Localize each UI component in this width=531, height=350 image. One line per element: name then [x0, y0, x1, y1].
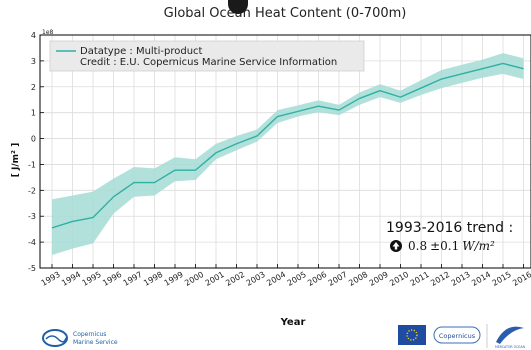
- mercator-swoosh-icon: [496, 326, 524, 344]
- copernicus-logo-badge: [433, 326, 481, 344]
- legend-entry-datatype: Datatype : Multi-product: [80, 46, 203, 57]
- series-line: [51, 62, 524, 229]
- y-tick-label: -2: [28, 186, 36, 195]
- x-axis-label: Year: [280, 317, 306, 328]
- logo-line1: Copernicus: [73, 331, 106, 338]
- x-tick-label: 1994: [60, 270, 82, 288]
- x-tick-label: 2014: [470, 270, 492, 288]
- x-tick-label: 2001: [204, 270, 226, 288]
- x-tick-label: 1997: [122, 270, 144, 288]
- trend-annotation: 1993-2016 trend : 0.8 ±0.1 W/m²: [386, 220, 513, 253]
- marine-wave-icon: [42, 329, 68, 347]
- plot-frame: [39, 34, 531, 269]
- uncertainty-band-layer: [52, 53, 524, 256]
- legend-box: [49, 40, 365, 72]
- x-tick-label: 2013: [450, 270, 472, 288]
- y-tick-label: -1: [28, 160, 36, 169]
- y-tick-label: -5: [28, 264, 36, 273]
- x-tick-label: 1999: [163, 270, 185, 288]
- x-tick-label: 2016: [511, 270, 531, 288]
- x-tick-label: 2008: [347, 270, 369, 288]
- x-tick-label: 2011: [409, 270, 431, 288]
- legend-entry-credit: Credit : E.U. Copernicus Marine Service …: [80, 57, 337, 68]
- chart-title: Global Ocean Heat Content (0-700m): [164, 6, 407, 21]
- x-tick-label: 2002: [224, 270, 246, 288]
- y-tick-label: -3: [28, 212, 36, 221]
- up-arrow-glyph: [392, 242, 400, 250]
- y-tick-label: 2: [31, 83, 36, 92]
- x-tick-label: 1993: [40, 270, 62, 288]
- x-tick-label: 1995: [81, 270, 103, 288]
- trend-title: 1993-2016 trend :: [386, 220, 513, 236]
- x-tick-label: 2005: [286, 270, 308, 288]
- y-axis-label: [ J/m² ]: [11, 143, 21, 177]
- top-marker: [228, 0, 248, 14]
- y-tick-label: 4: [31, 31, 36, 40]
- y-tick-label: 3: [31, 57, 36, 66]
- copernicus-marine-logo: Copernicus Marine Service: [42, 329, 118, 347]
- trend-value: 0.8: [408, 239, 427, 253]
- partner-logos: Copernicus MERCATOR OCEAN: [398, 324, 526, 349]
- x-tick-label: 2012: [429, 270, 451, 288]
- x-tick-label: 2006: [306, 270, 328, 288]
- x-tick-label: 2003: [245, 270, 267, 288]
- trend-pm: ±0.1: [430, 239, 459, 253]
- x-tick-label: 2000: [183, 270, 205, 288]
- mercator-logo-text: MERCATOR OCEAN: [495, 345, 526, 349]
- eu-flag-icon: [398, 325, 426, 345]
- uncertainty-band: [52, 53, 524, 256]
- trend-unit: W/m²: [462, 239, 495, 253]
- x-tick-label: 1998: [142, 270, 164, 288]
- copernicus-logo-text: Copernicus: [439, 332, 476, 340]
- logo-line2: Marine Service: [73, 339, 118, 346]
- x-tick-label: 2004: [265, 270, 287, 288]
- x-tick-label: 2009: [368, 270, 390, 288]
- y-tick-label: 1: [31, 109, 36, 118]
- x-tick-label: 1996: [101, 270, 123, 288]
- y-tick-label: 0: [31, 135, 36, 144]
- series-line-layer: [51, 62, 524, 229]
- y-exponent: 1e8: [42, 29, 54, 36]
- x-tick-label: 2010: [388, 270, 410, 288]
- eu-stars-icon: [406, 329, 418, 341]
- x-tick-label: 2007: [327, 270, 349, 288]
- x-tick-label: 2015: [491, 270, 513, 288]
- y-axis: 4 3 2 1 0 -1 -2 -3 -4 -5: [28, 31, 44, 273]
- y-tick-label: -4: [28, 238, 36, 247]
- trend-value-text: 0.8 ±0.1 W/m²: [408, 239, 495, 253]
- marine-wave-stroke: [45, 335, 67, 343]
- legend: Datatype : Multi-product Credit : E.U. C…: [49, 40, 365, 72]
